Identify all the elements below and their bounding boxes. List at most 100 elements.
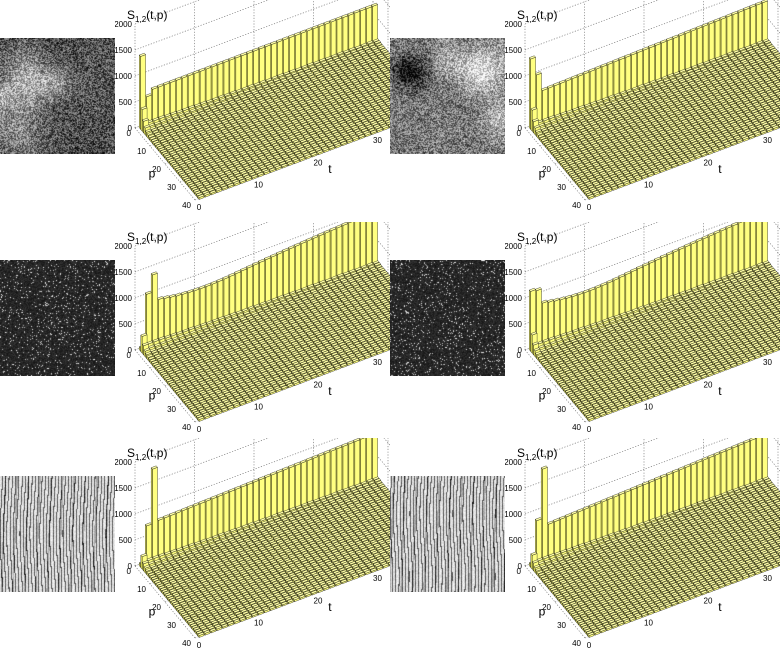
panel-3: 0500100015002000010203040010203040tpS1,2…: [0, 222, 390, 441]
bar-35-1: [731, 11, 739, 54]
bar-3-1: [150, 271, 158, 348]
z-tick-label: 500: [119, 98, 133, 107]
z-tick-label: 1000: [115, 294, 133, 303]
z-tick-label: 500: [119, 320, 133, 329]
bar-28-1: [299, 29, 307, 70]
bar-22-1: [654, 41, 661, 83]
bar-29-1: [305, 27, 313, 68]
bar-33-1: [719, 227, 727, 281]
p-tick-label: 40: [182, 201, 191, 210]
bar-39-1: [755, 1, 762, 45]
bar-23-1: [659, 39, 667, 81]
p-tick-label: 40: [182, 423, 191, 432]
z-tick-label: 500: [509, 98, 523, 107]
bar-26-1: [287, 245, 295, 296]
p-tick-label: 0: [127, 351, 132, 360]
t-tick-label: 10: [254, 403, 263, 412]
bar-38-1: [749, 3, 756, 48]
bar-8-1: [180, 290, 188, 337]
bar-18-1: [630, 51, 637, 92]
bar-24-1: [275, 250, 283, 301]
panel-2: 0500100015002000010203040010203040tpS1,2…: [390, 0, 780, 219]
bar-37-1: [743, 6, 751, 50]
bar-13-1: [600, 63, 608, 103]
t-tick-label: 0: [587, 203, 592, 212]
bar-36-1: [347, 11, 355, 52]
p-tick-label: 30: [167, 183, 176, 192]
bar-33-1: [329, 227, 337, 281]
t-tick-label: 20: [704, 158, 713, 167]
z-tick-label: 1500: [115, 268, 133, 277]
p-axis-label: p: [149, 389, 156, 403]
t-tick-label: 0: [197, 203, 202, 212]
z-tick-label: 1500: [115, 46, 133, 55]
t-tick-label: 10: [254, 181, 263, 190]
bar-37-1: [353, 222, 360, 272]
bar-27-1: [683, 243, 691, 294]
bar-31-1: [707, 232, 715, 285]
bar-38-1: [749, 222, 756, 270]
bar-30-1: [311, 25, 319, 66]
bar-34-1: [335, 224, 343, 279]
bar-40-1: [371, 2, 378, 43]
t-axis-label: t: [718, 162, 722, 176]
bars: [139, 222, 390, 422]
bar-20-1: [252, 47, 259, 88]
bar-22-1: [264, 256, 271, 305]
p-axis-label: p: [149, 167, 156, 181]
bar-11-1: [588, 67, 596, 108]
bar-21-1: [258, 258, 265, 308]
bar-9-1: [186, 289, 194, 334]
bar-16-1: [618, 56, 626, 97]
bar-18-1: [240, 52, 247, 92]
bar-12-1: [594, 65, 602, 106]
texture-image: [390, 260, 505, 376]
bar-21-1: [258, 45, 265, 86]
t-tick-label: 10: [644, 181, 653, 190]
bar-15-1: [612, 58, 620, 99]
bar-19-1: [246, 264, 253, 312]
p-tick-label: 40: [572, 201, 581, 210]
bar-30-1: [701, 22, 709, 66]
bar-39-1: [755, 222, 762, 267]
bar-23-1: [269, 253, 277, 303]
bar-19-1: [246, 49, 253, 90]
texture-image: [0, 260, 115, 376]
bar-10-1: [192, 70, 200, 110]
bar-25-1: [281, 36, 289, 77]
bar-31-1: [707, 20, 715, 63]
bar-40-1: [371, 222, 378, 265]
p-tick-label: 30: [167, 405, 176, 414]
bar3d-chart: 0500100015002000010203040010203040tpS1,2…: [505, 222, 780, 434]
bar-13-1: [210, 280, 218, 325]
bar-35-1: [341, 13, 349, 54]
bar-28-1: [689, 240, 697, 292]
bar-22-1: [264, 43, 271, 83]
bar-11-1: [198, 285, 206, 330]
p-axis-label: p: [539, 167, 546, 181]
bar-39-1: [365, 5, 372, 45]
chart-title: S1,2(t,p): [127, 8, 167, 24]
bar-20-1: [642, 46, 649, 88]
bar-29-1: [695, 237, 703, 290]
bar-37-1: [353, 9, 361, 50]
bar-26-1: [677, 245, 685, 296]
chart-title: S1,2(t,p): [517, 8, 557, 24]
bar-32-1: [323, 229, 331, 283]
bar-28-1: [689, 27, 697, 70]
p-tick-label: 30: [557, 183, 566, 192]
bar-11-1: [198, 67, 206, 108]
bar-40-1: [761, 0, 768, 43]
panel-4: 0500100015002000010203040010203040tpS1,2…: [390, 222, 780, 441]
bar-25-1: [281, 248, 289, 299]
bar-16-1: [228, 272, 236, 319]
bar-29-1: [305, 237, 313, 290]
bar-24-1: [665, 37, 673, 79]
bar-25-1: [671, 34, 679, 77]
texture-image: [390, 38, 505, 154]
bar-27-1: [293, 242, 301, 294]
bar-20-1: [252, 261, 259, 310]
bar-26-1: [287, 34, 295, 74]
p-tick-label: 10: [137, 147, 146, 156]
bar-37-1: [743, 222, 750, 272]
